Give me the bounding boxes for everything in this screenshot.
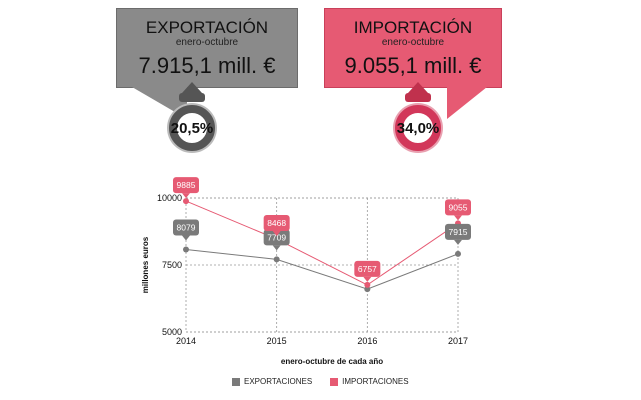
data-label-box-exports-2017 [445, 223, 471, 240]
legend-item-imports: IMPORTACIONES [330, 377, 409, 386]
data-label-imports-2017: 9055 [449, 202, 468, 212]
data-label-pointer-imports-2017 [454, 215, 462, 221]
export-callout: EXPORTACIÓN enero-octubre 7.915,1 mill. … [116, 8, 298, 88]
data-point-imports-2016 [364, 281, 371, 288]
data-label-box-imports-2015 [263, 215, 290, 232]
data-label-box-exports-2014 [173, 219, 199, 236]
legend-swatch-exports [232, 377, 240, 386]
export-title: EXPORTACIÓN [145, 18, 269, 37]
export-change-badge: 20,5% [169, 105, 215, 151]
import-change-value: 34,0% [396, 119, 440, 137]
series-line-imports [185, 200, 459, 286]
import-callout: IMPORTACIÓN enero-octubre 9.055,1 mill. … [324, 8, 502, 88]
x-tick-label-0: 2014 [176, 336, 196, 346]
legend-label-imports: IMPORTACIONES [342, 377, 409, 386]
data-label-pointer-imports-2014 [182, 193, 190, 199]
chart-legend: EXPORTACIONES IMPORTACIONES [232, 377, 409, 386]
data-label-imports-2014: 9885 [177, 180, 196, 190]
import-title: IMPORTACIÓN [353, 18, 473, 37]
x-tick-label-1: 2015 [267, 336, 287, 346]
y-tick-label-1: 7500 [162, 260, 182, 270]
x-axis-label: enero-octubre de cada año [281, 357, 383, 366]
data-point-exports-2014 [183, 246, 189, 253]
legend-swatch-imports [330, 377, 339, 386]
import-change-badge: 34,0% [395, 105, 441, 151]
data-label-box-imports-2016 [354, 260, 381, 277]
x-tick-label-3: 2017 [448, 336, 468, 346]
data-label-box-imports-2014 [173, 177, 199, 194]
data-point-exports-2017 [455, 250, 461, 257]
data-label-exports-2017: 7915 [449, 227, 468, 237]
data-label-box-exports-2015 [263, 229, 290, 246]
data-label-pointer-imports-2016 [363, 276, 372, 282]
y-tick-label-0: 5000 [162, 327, 182, 337]
import-subtitle: enero-octubre [381, 37, 445, 48]
legend-item-exports: EXPORTACIONES [232, 377, 312, 386]
export-value: 7.915,1 mill. € [138, 53, 276, 78]
import-value: 9.055,1 mill. € [344, 53, 482, 78]
export-subtitle: enero-octubre [175, 37, 239, 48]
series-line-exports [185, 248, 459, 290]
data-label-pointer-exports-2015 [272, 245, 281, 251]
data-label-box-imports-2017 [445, 199, 471, 216]
data-point-imports-2014 [183, 198, 189, 205]
data-label-pointer-exports-2014 [182, 235, 190, 241]
export-change-value: 20,5% [170, 119, 214, 137]
x-tick-label-2: 2016 [357, 336, 377, 346]
data-label-exports-2014: 8079 [177, 222, 196, 232]
import-callout-tail [447, 87, 487, 119]
y-tick-label-2: 10000 [157, 193, 182, 203]
line-chart: 5000 7500 10000 2014 2015 2016 2017 enero-octub… [141, 177, 471, 366]
data-label-pointer-imports-2015 [272, 231, 281, 237]
data-label-exports-2015: 7709 [267, 232, 286, 242]
export-badge-cap [182, 82, 202, 93]
data-label-imports-2016: 6757 [358, 264, 377, 274]
data-point-exports-2015 [273, 256, 280, 263]
import-badge-neck [405, 93, 431, 102]
export-badge-neck [179, 93, 205, 102]
data-point-exports-2016 [364, 286, 371, 293]
legend-label-exports: EXPORTACIONES [244, 377, 313, 386]
data-label-pointer-exports-2017 [454, 239, 462, 245]
data-label-imports-2015: 8468 [267, 218, 286, 228]
import-badge-cap [408, 82, 428, 93]
y-axis-label: millones euros [141, 236, 150, 293]
